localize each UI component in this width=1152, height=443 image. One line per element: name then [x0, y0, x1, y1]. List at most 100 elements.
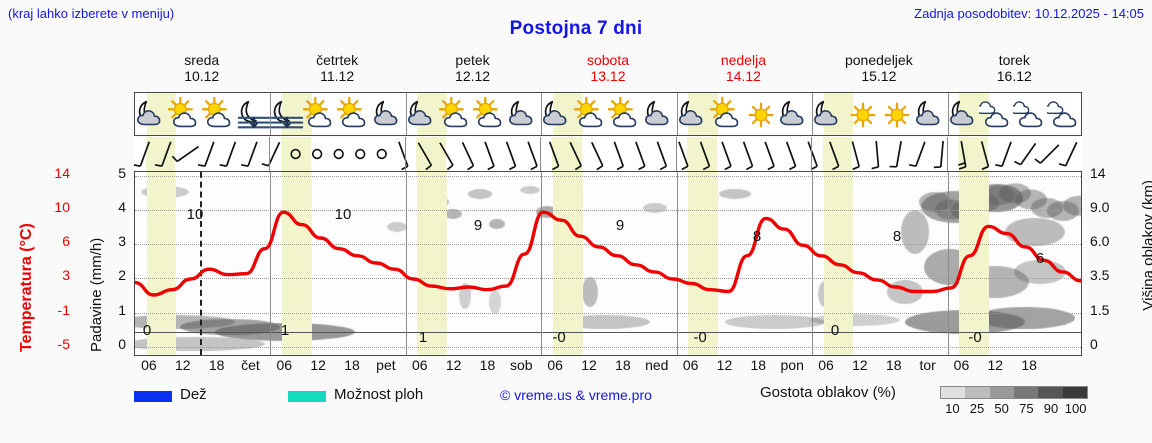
cloud-density-step — [989, 387, 1014, 398]
sun-cloud-icon — [201, 96, 239, 134]
x-axis-ticks: 06 12 18 čet 06 12 18 pet 06 12 18 sob 06 12 18 ned 06 12… — [134, 357, 1082, 377]
moon-cloud-icon — [370, 96, 408, 134]
temperature-tick: 14 — [54, 164, 70, 181]
cloud-density-value: 10 — [945, 401, 960, 416]
day-separator — [270, 172, 272, 355]
day-separator — [540, 137, 542, 171]
temperature-line — [135, 210, 1081, 297]
day-max-temp: 6 — [1035, 250, 1045, 267]
location-hint: (kraj lahko izberete v meniju) — [8, 6, 175, 21]
x-tick-label: tor — [919, 357, 936, 373]
day-separator — [947, 93, 949, 135]
day-name: petek — [455, 52, 490, 68]
x-tick-label: 06 — [411, 357, 428, 373]
day-min-temp: -0 — [968, 329, 982, 346]
wind-barbs — [134, 140, 1078, 171]
cloud-height-tick: 9.0 — [1090, 198, 1110, 215]
x-tick-label: 12 — [581, 357, 597, 373]
precipitation-tick: 0 — [118, 335, 126, 352]
cloud-density-value: 25 — [969, 401, 985, 416]
day-date: 15.12 — [861, 68, 897, 84]
day-separator — [270, 93, 272, 135]
cloud-density-value: 100 — [1064, 401, 1087, 416]
sun-clear-icon — [742, 96, 780, 134]
day-date: 12.12 — [455, 68, 491, 84]
day-header-1: sreda 10.12 — [134, 52, 269, 84]
current-time-marker — [200, 172, 203, 355]
x-tick-label: 06 — [682, 357, 699, 373]
moon-cloud-icon — [810, 96, 848, 134]
showers-swatch — [288, 391, 326, 402]
cloud-icon — [1013, 96, 1051, 134]
moon-cloud-icon — [912, 96, 950, 134]
day-separator — [676, 172, 678, 355]
showers-label: Možnost ploh — [334, 386, 424, 403]
day-separator — [405, 93, 407, 135]
day-name: ponedeljek — [844, 52, 913, 68]
day-name: sobota — [586, 52, 630, 68]
day-name: torek — [998, 52, 1030, 68]
cloud-density-step — [941, 387, 966, 398]
day-max-temp: 8 — [892, 228, 902, 245]
day-header-2: četrtek 11.12 — [269, 52, 404, 84]
x-tick-label: 06 — [547, 357, 563, 373]
x-tick-label: 18 — [1021, 357, 1037, 373]
moon-fog-icon — [268, 96, 306, 134]
forecast-plot: 10 0 10 1 9 1 9 -0 8 -0 8 0 6 -0 — [134, 171, 1082, 356]
day-separator — [269, 137, 271, 171]
plot-svg — [135, 210, 1081, 297]
moon-cloud-icon — [946, 96, 984, 134]
gridline-h — [135, 209, 1081, 211]
cloud-density-step — [1062, 387, 1087, 398]
day-max-temp: 9 — [615, 217, 625, 234]
day-header-6: ponedeljek 15.12 — [811, 52, 946, 84]
cloud-density-ticks: 10 25 50 75 90 100 — [940, 401, 1088, 417]
day-name: nedelja — [720, 52, 766, 68]
cloud-icon — [979, 96, 1017, 134]
precipitation-axis-title: Padavine (mm/h) — [88, 237, 105, 352]
moon-cloud-icon — [404, 96, 442, 134]
temperature-tick: 3 — [62, 267, 70, 284]
day-max-temp: 8 — [752, 228, 762, 245]
gridline-h — [135, 278, 1081, 280]
x-tick-label: 18 — [750, 357, 767, 373]
day-separator — [405, 172, 407, 355]
page-title: Postojna 7 dni — [509, 18, 643, 39]
cloud-height-tick: 1.5 — [1090, 301, 1110, 318]
cloud-density-value: 90 — [1043, 401, 1059, 416]
precipitation-tick: 2 — [118, 267, 126, 284]
cloud-height-tick: 14 — [1090, 164, 1106, 181]
sun-cloud-icon — [573, 96, 611, 134]
day-separator — [541, 172, 543, 355]
sun-cloud-icon — [302, 96, 340, 134]
precipitation-tick: 4 — [118, 198, 126, 215]
cloud-density-step — [965, 387, 990, 398]
temperature-tick: -1 — [57, 301, 70, 318]
temperature-tick: -5 — [57, 335, 70, 352]
sun-cloud-icon — [472, 96, 510, 134]
moon-cloud-icon — [776, 96, 814, 134]
moon-cloud-icon — [675, 96, 713, 134]
copyright-link[interactable]: © vreme.us & vreme.pro — [500, 387, 652, 403]
daylight-band — [280, 137, 311, 171]
day-separator — [812, 172, 814, 355]
sun-clear-icon — [844, 96, 882, 134]
day-name: sreda — [184, 52, 220, 68]
sun-cloud-icon — [336, 96, 374, 134]
day-date: 13.12 — [590, 68, 626, 84]
moon-cloud-icon — [641, 96, 679, 134]
cloud-density-value: 75 — [1019, 401, 1034, 416]
sun-cloud-icon — [438, 96, 476, 134]
last-update: Zadnja posodobitev: 10.12.2025 - 14:05 — [914, 6, 1144, 21]
day-separator — [811, 137, 813, 171]
x-tick-label: sob — [510, 357, 533, 373]
x-tick-label: 12 — [310, 357, 326, 373]
rain-label: Dež — [180, 386, 207, 403]
precipitation-tick: 1 — [118, 301, 126, 318]
cloud-height-tick: 6.0 — [1090, 233, 1110, 250]
day-min-temp: 1 — [418, 329, 428, 346]
sun-cloud-icon — [167, 96, 205, 134]
x-tick-label: ned — [645, 357, 669, 373]
day-date: 10.12 — [184, 68, 220, 84]
day-separator — [946, 137, 948, 171]
